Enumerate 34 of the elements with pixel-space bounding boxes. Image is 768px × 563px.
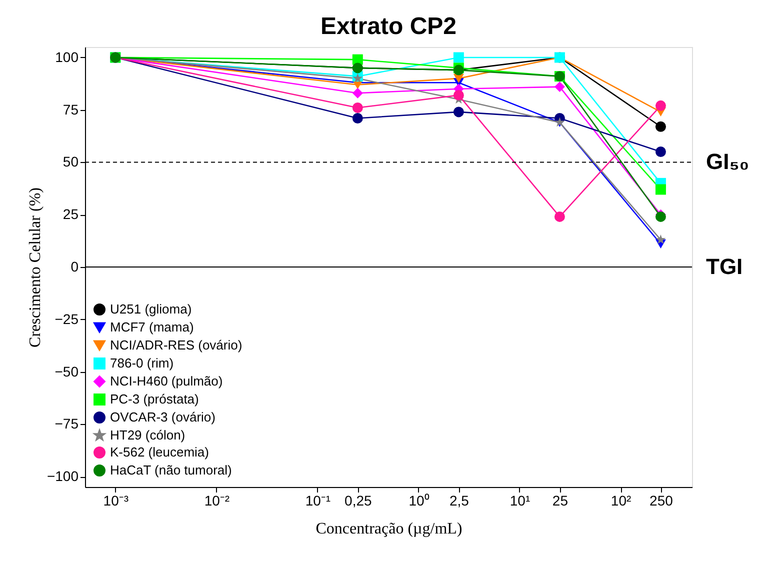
legend-label: MCF7 (mama) (110, 320, 194, 334)
y-tick-label: 0 (70, 258, 79, 274)
legend-label: HaCaT (não tumoral) (110, 462, 232, 478)
y-tick-label: 100 (55, 48, 79, 65)
legend-label: HT29 (cólon) (110, 428, 186, 442)
x-axis-title: Concentração (µg/mL) (316, 520, 462, 538)
legend-label: K-562 (leucemia) (110, 444, 209, 460)
x-tick-label: 10⁻² (204, 492, 230, 508)
y-tick-label: 25 (62, 206, 79, 222)
legend-label: PC-3 (próstata) (110, 392, 199, 406)
ref-line-label: GI₅₀ (706, 149, 750, 174)
x-tick-label: 10⁰ (408, 492, 430, 508)
chart-title: Extrato CP2 (320, 13, 457, 40)
y-axis-title: Crescimento Celular (%) (26, 188, 44, 348)
x-tick-label: 250 (650, 492, 674, 508)
legend-label: NCI/ADR-RES (ovário) (110, 338, 242, 352)
y-tick-label: −50 (54, 363, 79, 380)
y-tick-label: 75 (62, 101, 79, 118)
x-tick-label: 0,25 (344, 492, 372, 508)
legend-label: OVCAR-3 (ovário) (110, 410, 216, 424)
x-tick-label: 10¹ (510, 492, 530, 508)
y-tick-label: 50 (62, 154, 79, 170)
x-tick-label: 25 (552, 492, 568, 508)
legend-label: U251 (glioma) (110, 302, 192, 316)
x-tick-label: 10⁻¹ (305, 492, 331, 508)
x-tick-label: 2,5 (449, 492, 470, 508)
ref-line-label: TGI (706, 254, 743, 279)
x-tick-label: 10² (610, 492, 632, 508)
x-tick-label: 10⁻³ (103, 492, 129, 508)
legend-label: NCI-H460 (pulmão) (110, 374, 223, 388)
y-tick-label: −25 (54, 310, 79, 327)
y-tick-label: −75 (54, 416, 79, 432)
y-tick-label: −100 (46, 468, 79, 484)
legend-label: 786-0 (rim) (110, 356, 174, 370)
